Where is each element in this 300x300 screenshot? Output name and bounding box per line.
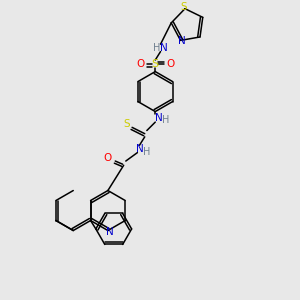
Text: N: N [178,37,185,46]
Text: N: N [136,145,143,154]
Text: O: O [136,59,145,69]
Text: N: N [160,44,168,53]
Text: S: S [124,119,130,129]
Text: N: N [154,113,162,123]
Text: S: S [181,2,187,12]
Text: N: N [106,226,114,237]
Text: H: H [162,115,169,125]
Text: S: S [152,59,159,69]
Text: O: O [166,59,174,69]
Text: H: H [143,147,151,157]
Text: O: O [104,153,112,163]
Text: H: H [153,44,160,53]
